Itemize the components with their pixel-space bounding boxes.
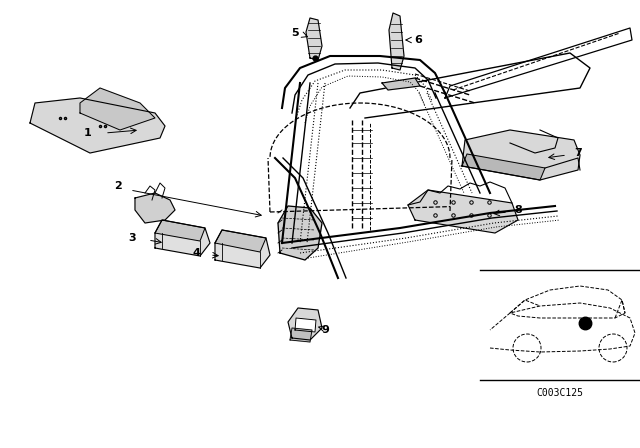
Polygon shape [278,206,322,260]
Text: 8: 8 [514,205,522,215]
Text: 6: 6 [414,35,422,45]
Polygon shape [288,308,322,340]
Text: 4: 4 [192,248,200,258]
Polygon shape [408,190,518,233]
Text: 9: 9 [321,325,329,335]
Polygon shape [389,13,404,70]
Polygon shape [30,98,165,153]
Polygon shape [215,230,266,252]
Polygon shape [462,130,580,180]
Text: 7: 7 [574,148,582,158]
Text: C003C125: C003C125 [536,388,584,398]
Polygon shape [155,220,205,241]
Polygon shape [215,230,270,268]
Text: 2: 2 [114,181,122,191]
Polygon shape [306,18,322,60]
Polygon shape [462,154,545,180]
Polygon shape [135,193,175,223]
Text: 1: 1 [84,128,92,138]
Polygon shape [155,220,210,256]
Polygon shape [290,328,312,342]
Polygon shape [295,318,316,332]
Polygon shape [80,88,155,130]
Text: 5: 5 [291,28,299,38]
Polygon shape [382,78,420,90]
Text: 3: 3 [128,233,136,243]
